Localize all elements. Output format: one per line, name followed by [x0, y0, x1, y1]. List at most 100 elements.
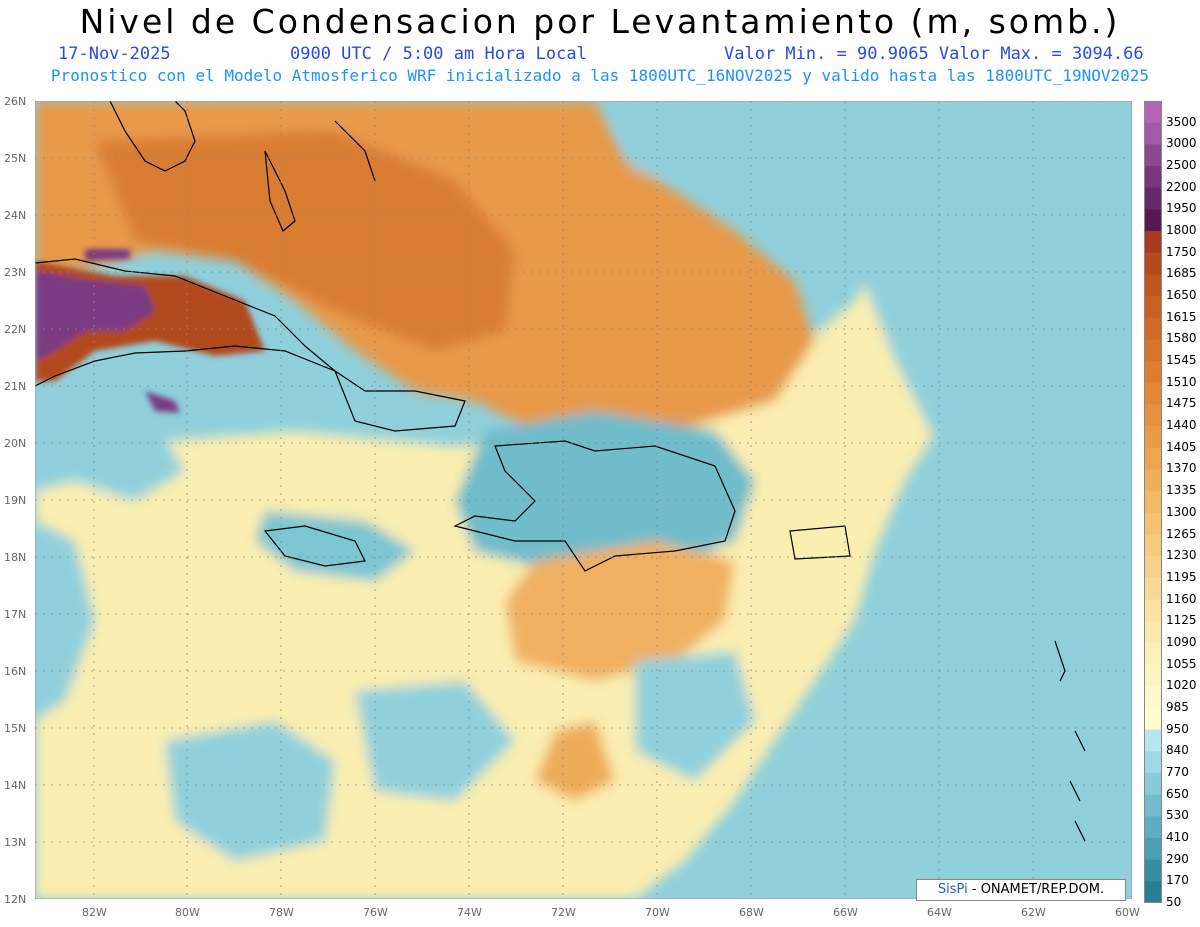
- colorbar-swatch: [1144, 816, 1162, 839]
- andros-coast: [264, 150, 296, 232]
- coastlines: [35, 101, 1086, 842]
- colorbar-label: 1440: [1166, 418, 1197, 433]
- colorbar-swatch: [1144, 404, 1162, 427]
- forecast-date: 17-Nov-2025: [58, 44, 171, 64]
- teal-south-3: [635, 651, 755, 781]
- colorbar-swatch: [1144, 382, 1162, 405]
- colorbar-swatch: [1144, 621, 1162, 644]
- colorbar-label: 1405: [1166, 439, 1197, 454]
- colorbar-swatch: [1144, 426, 1162, 449]
- colorbar-label: 1265: [1166, 526, 1197, 541]
- colorbar-label: 530: [1166, 808, 1189, 823]
- colorbar-label: 1615: [1166, 309, 1197, 324]
- colorbar-swatch: [1144, 729, 1162, 752]
- colorbar-swatch: [1144, 317, 1162, 340]
- lesser-antilles-coast: [1054, 640, 1086, 842]
- colorbar-swatch: [1144, 122, 1162, 145]
- colorbar-label: 770: [1166, 764, 1189, 779]
- puerto-rico-coast: [789, 525, 851, 560]
- teal-hispaniola: [455, 411, 755, 571]
- colorbar-label: 290: [1166, 851, 1189, 866]
- lat-label: 12N: [4, 893, 27, 906]
- colorbar-label: 1685: [1166, 266, 1197, 281]
- lon-label: 62W: [1021, 906, 1046, 919]
- colorbar-swatch: [1144, 751, 1162, 774]
- colorbar-label: 1800: [1166, 223, 1197, 238]
- lat-label: 16N: [4, 665, 27, 678]
- colorbar-label: 410: [1166, 829, 1189, 844]
- lat-label: 15N: [4, 722, 27, 735]
- colorbar-label: 3500: [1166, 114, 1197, 129]
- colorbar-swatch: [1144, 209, 1162, 232]
- purple-patch: [85, 249, 130, 261]
- colorbar-swatch: [1144, 881, 1162, 903]
- chart-title: Nivel de Condensacion por Levantamiento …: [79, 2, 1121, 41]
- colorbar-swatch: [1144, 339, 1162, 362]
- lat-label: 14N: [4, 779, 27, 792]
- colorbar-swatch: [1144, 101, 1162, 124]
- colorbar-swatch: [1144, 447, 1162, 470]
- colorbar-swatch: [1144, 686, 1162, 709]
- lat-label: 13N: [4, 836, 27, 849]
- colorbar-swatch: [1144, 837, 1162, 861]
- forecast-time: 0900 UTC / 5:00 am Hora Local: [290, 44, 587, 64]
- colorbar-label: 2500: [1166, 158, 1197, 173]
- credit-box: SisPi - ONAMET/REP.DOM.: [916, 879, 1126, 901]
- colorbar-swatch: [1144, 577, 1162, 601]
- colorbar-swatch: [1144, 144, 1162, 167]
- teal-patch-north: [615, 101, 755, 181]
- colorbar-swatch: [1144, 231, 1162, 254]
- lat-label: 19N: [4, 494, 27, 507]
- lat-label: 22N: [4, 323, 27, 336]
- colorbar-label: 950: [1166, 721, 1189, 736]
- colorbar-swatch: [1144, 534, 1162, 557]
- lon-label: 80W: [175, 906, 200, 919]
- lat-label: 24N: [4, 209, 27, 222]
- lon-label: 72W: [551, 906, 576, 919]
- colorbar-swatch: [1144, 296, 1162, 319]
- teal-jamaica: [255, 511, 415, 581]
- cuba-very-high-lcl: [35, 271, 155, 361]
- lon-label: 82W: [82, 906, 107, 919]
- colorbar-label: 1020: [1166, 678, 1197, 693]
- graticule: [35, 101, 1132, 899]
- colorbar-swatch: [1144, 707, 1162, 731]
- lat-label: 18N: [4, 551, 27, 564]
- colorbar-label: 1370: [1166, 461, 1197, 476]
- lon-label: 70W: [645, 906, 670, 919]
- min-max-values: Valor Min. = 90.9065 Valor Max. = 3094.6…: [724, 44, 1144, 64]
- colorbar-label: 1475: [1166, 396, 1197, 411]
- colorbar-swatch: [1144, 252, 1162, 275]
- colorbar-label: 985: [1166, 699, 1189, 714]
- teal-southwest: [35, 521, 95, 721]
- lon-label: 64W: [927, 906, 952, 919]
- colorbar-swatch: [1144, 772, 1162, 796]
- colorbar-label: 1750: [1166, 244, 1197, 259]
- lon-label: 66W: [833, 906, 858, 919]
- colorbar-swatch: [1144, 794, 1162, 817]
- lon-label: 74W: [457, 906, 482, 919]
- lon-label: 68W: [739, 906, 764, 919]
- colorbar-label: 2200: [1166, 179, 1197, 194]
- teal-region-east: [755, 101, 1132, 899]
- colorbar-label: 1230: [1166, 548, 1197, 563]
- orange-patch-south: [535, 721, 615, 801]
- isla-juventud-high: [145, 391, 180, 413]
- colorbar-label: 1335: [1166, 483, 1197, 498]
- lon-label: 60W: [1115, 906, 1140, 919]
- colorbar-swatch: [1144, 859, 1162, 882]
- credit-text: - ONAMET/REP.DOM.: [967, 882, 1105, 897]
- lon-label: 76W: [363, 906, 388, 919]
- colorbar-label: 1580: [1166, 331, 1197, 346]
- colorbar-label: 1545: [1166, 353, 1197, 368]
- lon-label: 78W: [269, 906, 294, 919]
- colorbar-label: 1160: [1166, 591, 1197, 606]
- teal-south-2: [355, 681, 515, 801]
- colorbar-swatch: [1144, 556, 1162, 579]
- colorbar-label: 1950: [1166, 201, 1197, 216]
- lat-label: 25N: [4, 152, 27, 165]
- colorbar-label: 1300: [1166, 504, 1197, 519]
- colorbar-swatch: [1144, 166, 1162, 189]
- jamaica-coast: [263, 525, 366, 567]
- colorbar-swatch: [1144, 599, 1162, 622]
